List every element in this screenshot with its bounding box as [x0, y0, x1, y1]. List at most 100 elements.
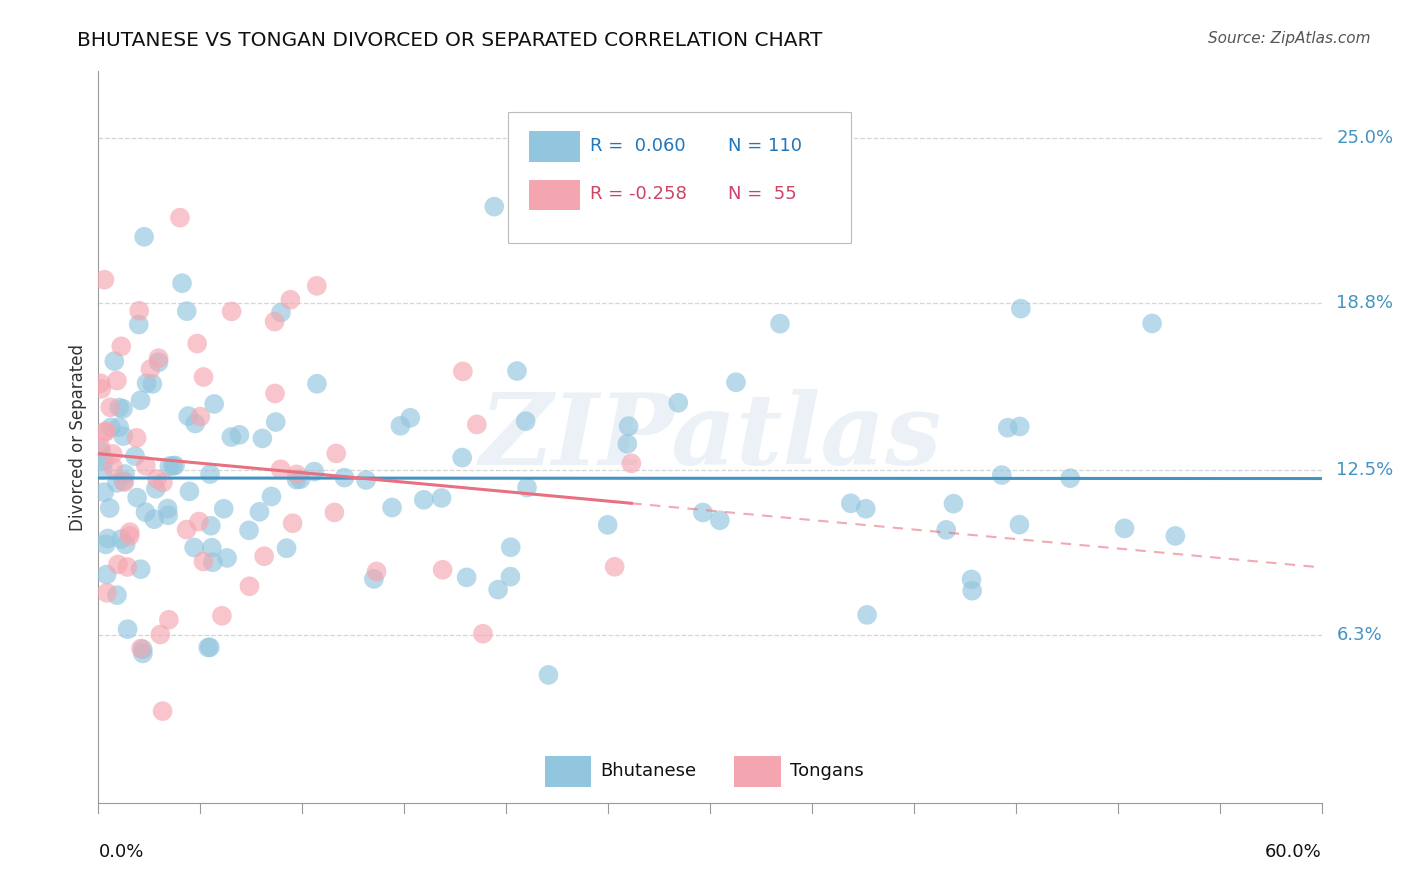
- Point: [201, 541, 224, 555]
- Point: [217, 550, 239, 565]
- Point: [134, 505, 156, 519]
- Point: [471, 626, 494, 640]
- Point: [93, 425, 115, 439]
- Text: 18.8%: 18.8%: [1336, 293, 1393, 312]
- Point: [135, 458, 157, 473]
- Point: [93, 485, 115, 500]
- Point: [991, 468, 1014, 483]
- Point: [252, 431, 274, 445]
- Point: [183, 541, 205, 555]
- Point: [93, 273, 115, 287]
- Point: [389, 418, 412, 433]
- Point: [157, 459, 180, 474]
- Point: [132, 229, 155, 244]
- Point: [108, 401, 131, 415]
- Point: [281, 516, 304, 531]
- Point: [323, 505, 346, 519]
- Point: [465, 417, 488, 432]
- Point: [264, 415, 287, 429]
- Point: [100, 420, 122, 434]
- Point: [193, 370, 215, 384]
- Point: [105, 374, 128, 388]
- Point: [179, 484, 201, 499]
- Point: [285, 467, 308, 482]
- Point: [304, 465, 326, 479]
- Point: [366, 565, 388, 579]
- Point: [190, 409, 212, 424]
- Bar: [734, 756, 780, 787]
- Point: [108, 420, 131, 434]
- Point: [105, 588, 128, 602]
- Point: [264, 386, 287, 401]
- Point: [596, 517, 619, 532]
- Point: [112, 474, 135, 488]
- Point: [90, 444, 112, 458]
- Point: [515, 414, 537, 428]
- Text: BHUTANESE VS TONGAN DIVORCED OR SEPARATED CORRELATION CHART: BHUTANESE VS TONGAN DIVORCED OR SEPARATE…: [77, 31, 823, 50]
- Point: [114, 537, 136, 551]
- Point: [200, 518, 222, 533]
- Point: [666, 396, 689, 410]
- Point: [149, 627, 172, 641]
- Text: N =  55: N = 55: [728, 186, 797, 203]
- Point: [997, 421, 1019, 435]
- Point: [603, 559, 626, 574]
- Point: [432, 563, 454, 577]
- Point: [617, 419, 640, 434]
- Point: [202, 397, 225, 411]
- Point: [117, 622, 139, 636]
- Point: [960, 583, 983, 598]
- Point: [620, 456, 643, 470]
- Point: [1010, 301, 1032, 316]
- Point: [103, 460, 125, 475]
- Point: [285, 473, 308, 487]
- Point: [146, 472, 169, 486]
- Point: [90, 382, 112, 396]
- Point: [211, 608, 233, 623]
- FancyBboxPatch shape: [508, 112, 851, 244]
- Point: [184, 417, 207, 431]
- Point: [177, 409, 200, 423]
- Point: [112, 475, 135, 489]
- Point: [354, 473, 377, 487]
- Text: ZIPatlas: ZIPatlas: [479, 389, 941, 485]
- Point: [188, 515, 211, 529]
- Point: [1164, 529, 1187, 543]
- Point: [430, 491, 453, 505]
- Point: [129, 562, 152, 576]
- Point: [110, 532, 132, 546]
- Point: [152, 704, 174, 718]
- Point: [93, 453, 115, 467]
- Point: [89, 376, 111, 391]
- Point: [145, 482, 167, 496]
- Point: [129, 393, 152, 408]
- Point: [238, 579, 260, 593]
- Text: 12.5%: 12.5%: [1336, 461, 1393, 479]
- Point: [333, 470, 356, 484]
- Point: [249, 505, 271, 519]
- Point: [363, 572, 385, 586]
- Point: [96, 586, 118, 600]
- Point: [96, 567, 118, 582]
- Point: [290, 472, 312, 486]
- Point: [506, 364, 529, 378]
- Point: [117, 560, 139, 574]
- Point: [280, 293, 302, 307]
- Point: [305, 278, 328, 293]
- Point: [148, 355, 170, 369]
- Point: [176, 523, 198, 537]
- Point: [135, 376, 157, 391]
- Point: [228, 427, 250, 442]
- Point: [162, 458, 184, 473]
- Text: N = 110: N = 110: [728, 137, 803, 155]
- Point: [855, 501, 877, 516]
- Point: [105, 475, 128, 490]
- Point: [724, 376, 747, 390]
- Point: [197, 640, 219, 655]
- Point: [381, 500, 404, 515]
- Point: [456, 570, 478, 584]
- Point: [839, 496, 862, 510]
- Text: Tongans: Tongans: [790, 763, 863, 780]
- Point: [201, 555, 224, 569]
- Bar: [546, 756, 592, 787]
